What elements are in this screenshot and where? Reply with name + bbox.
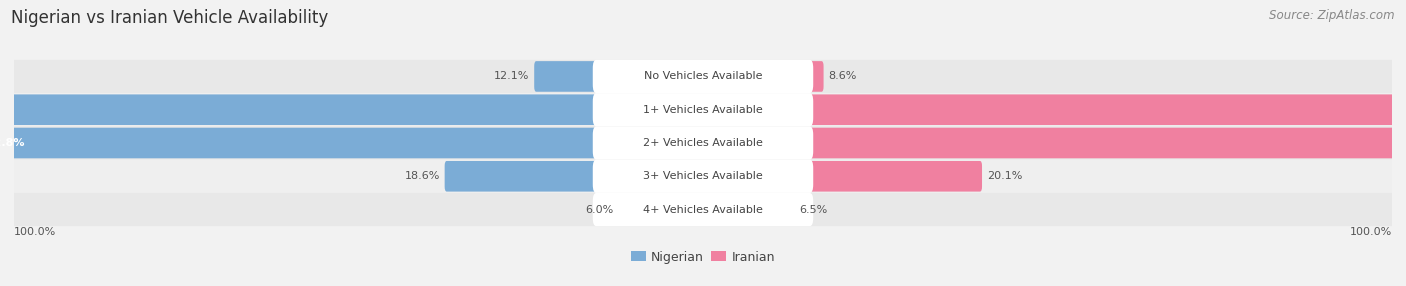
FancyBboxPatch shape	[593, 93, 813, 126]
Text: 18.6%: 18.6%	[405, 171, 440, 181]
FancyBboxPatch shape	[593, 160, 813, 193]
Text: 12.1%: 12.1%	[494, 72, 530, 82]
FancyBboxPatch shape	[0, 128, 704, 158]
Text: 6.0%: 6.0%	[585, 204, 613, 214]
Text: 52.8%: 52.8%	[0, 138, 25, 148]
Text: 100.0%: 100.0%	[14, 227, 56, 237]
FancyBboxPatch shape	[702, 161, 981, 192]
Text: 4+ Vehicles Available: 4+ Vehicles Available	[643, 204, 763, 214]
FancyBboxPatch shape	[14, 93, 1392, 126]
Text: 6.5%: 6.5%	[800, 204, 828, 214]
FancyBboxPatch shape	[14, 160, 1392, 193]
FancyBboxPatch shape	[702, 194, 794, 225]
Text: 3+ Vehicles Available: 3+ Vehicles Available	[643, 171, 763, 181]
Text: No Vehicles Available: No Vehicles Available	[644, 72, 762, 82]
Text: 1+ Vehicles Available: 1+ Vehicles Available	[643, 105, 763, 115]
Text: 100.0%: 100.0%	[1350, 227, 1392, 237]
Text: Source: ZipAtlas.com: Source: ZipAtlas.com	[1270, 9, 1395, 21]
FancyBboxPatch shape	[702, 94, 1406, 125]
FancyBboxPatch shape	[534, 61, 704, 92]
Text: Nigerian vs Iranian Vehicle Availability: Nigerian vs Iranian Vehicle Availability	[11, 9, 329, 27]
Legend: Nigerian, Iranian: Nigerian, Iranian	[626, 246, 780, 269]
FancyBboxPatch shape	[444, 161, 704, 192]
Text: 20.1%: 20.1%	[987, 171, 1022, 181]
FancyBboxPatch shape	[593, 193, 813, 226]
FancyBboxPatch shape	[702, 128, 1406, 158]
Text: 8.6%: 8.6%	[828, 72, 856, 82]
FancyBboxPatch shape	[619, 194, 704, 225]
FancyBboxPatch shape	[593, 60, 813, 93]
FancyBboxPatch shape	[14, 60, 1392, 93]
FancyBboxPatch shape	[0, 94, 704, 125]
Text: 2+ Vehicles Available: 2+ Vehicles Available	[643, 138, 763, 148]
FancyBboxPatch shape	[14, 193, 1392, 226]
FancyBboxPatch shape	[702, 61, 824, 92]
FancyBboxPatch shape	[14, 126, 1392, 160]
FancyBboxPatch shape	[593, 126, 813, 160]
